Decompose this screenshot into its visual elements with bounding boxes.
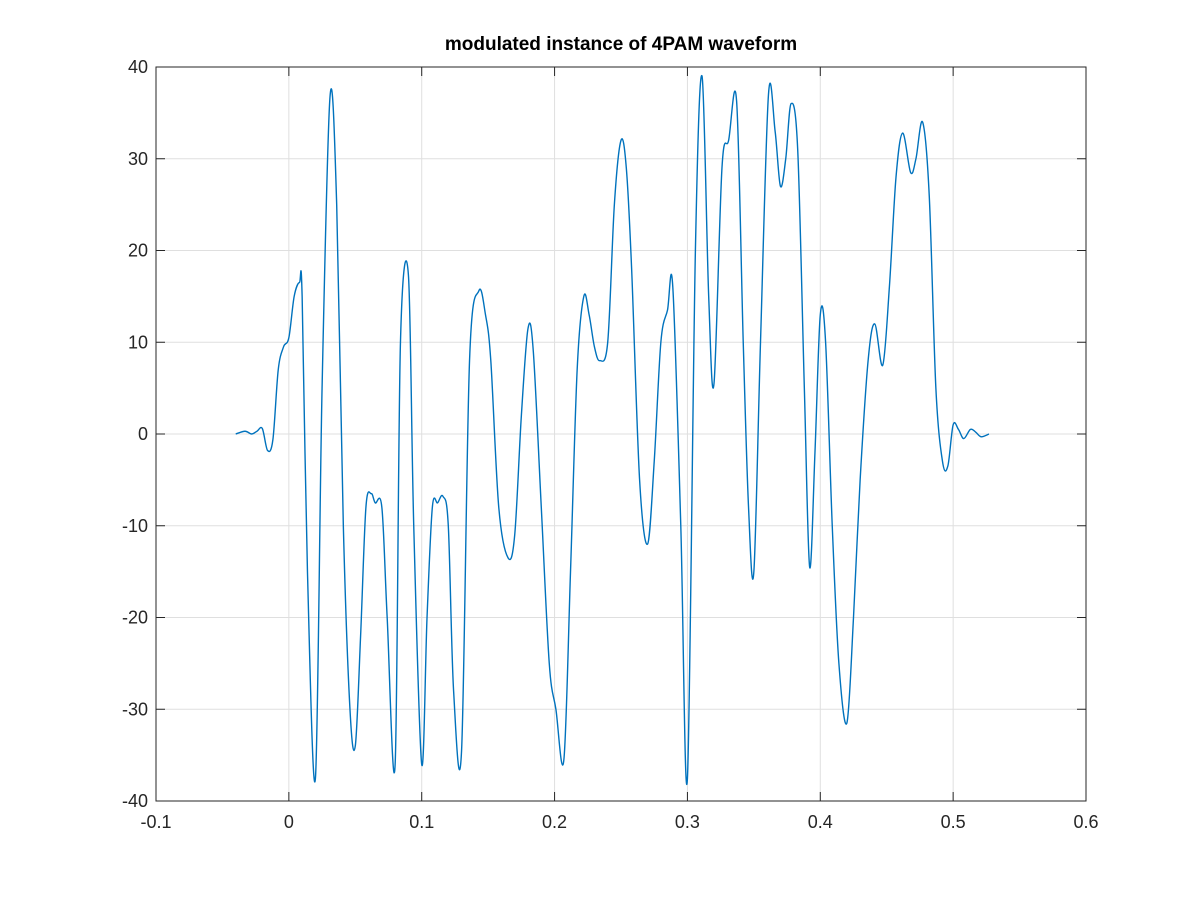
x-tick-label: 0.5 <box>941 812 966 832</box>
y-tick-label: -40 <box>122 791 148 811</box>
y-tick-labels: -40 -30 -20 -10 0 10 20 30 40 <box>122 57 148 811</box>
x-tick-label: 0.1 <box>409 812 434 832</box>
y-tick-label: -10 <box>122 516 148 536</box>
x-tick-label: -0.1 <box>140 812 171 832</box>
x-tick-label: 0.2 <box>542 812 567 832</box>
y-tick-label: 10 <box>128 332 148 352</box>
series-line <box>235 74 990 785</box>
y-tick-label: 0 <box>138 424 148 444</box>
y-tick-label: -30 <box>122 699 148 719</box>
y-tick-label: 40 <box>128 57 148 77</box>
x-tick-label: 0.3 <box>675 812 700 832</box>
x-tick-label: 0.6 <box>1073 812 1098 832</box>
y-tick-label: -20 <box>122 608 148 628</box>
series-group <box>235 74 990 785</box>
chart-title: modulated instance of 4PAM waveform <box>444 34 798 55</box>
y-tick-label: 30 <box>128 149 148 169</box>
axes-box <box>155 66 1087 802</box>
y-tick-label: 20 <box>128 241 148 261</box>
x-tick-label: 0 <box>284 812 294 832</box>
x-tick-label: 0.4 <box>808 812 833 832</box>
x-tick-labels: -0.1 0 0.1 0.2 0.3 0.4 0.5 0.6 <box>140 812 1098 832</box>
